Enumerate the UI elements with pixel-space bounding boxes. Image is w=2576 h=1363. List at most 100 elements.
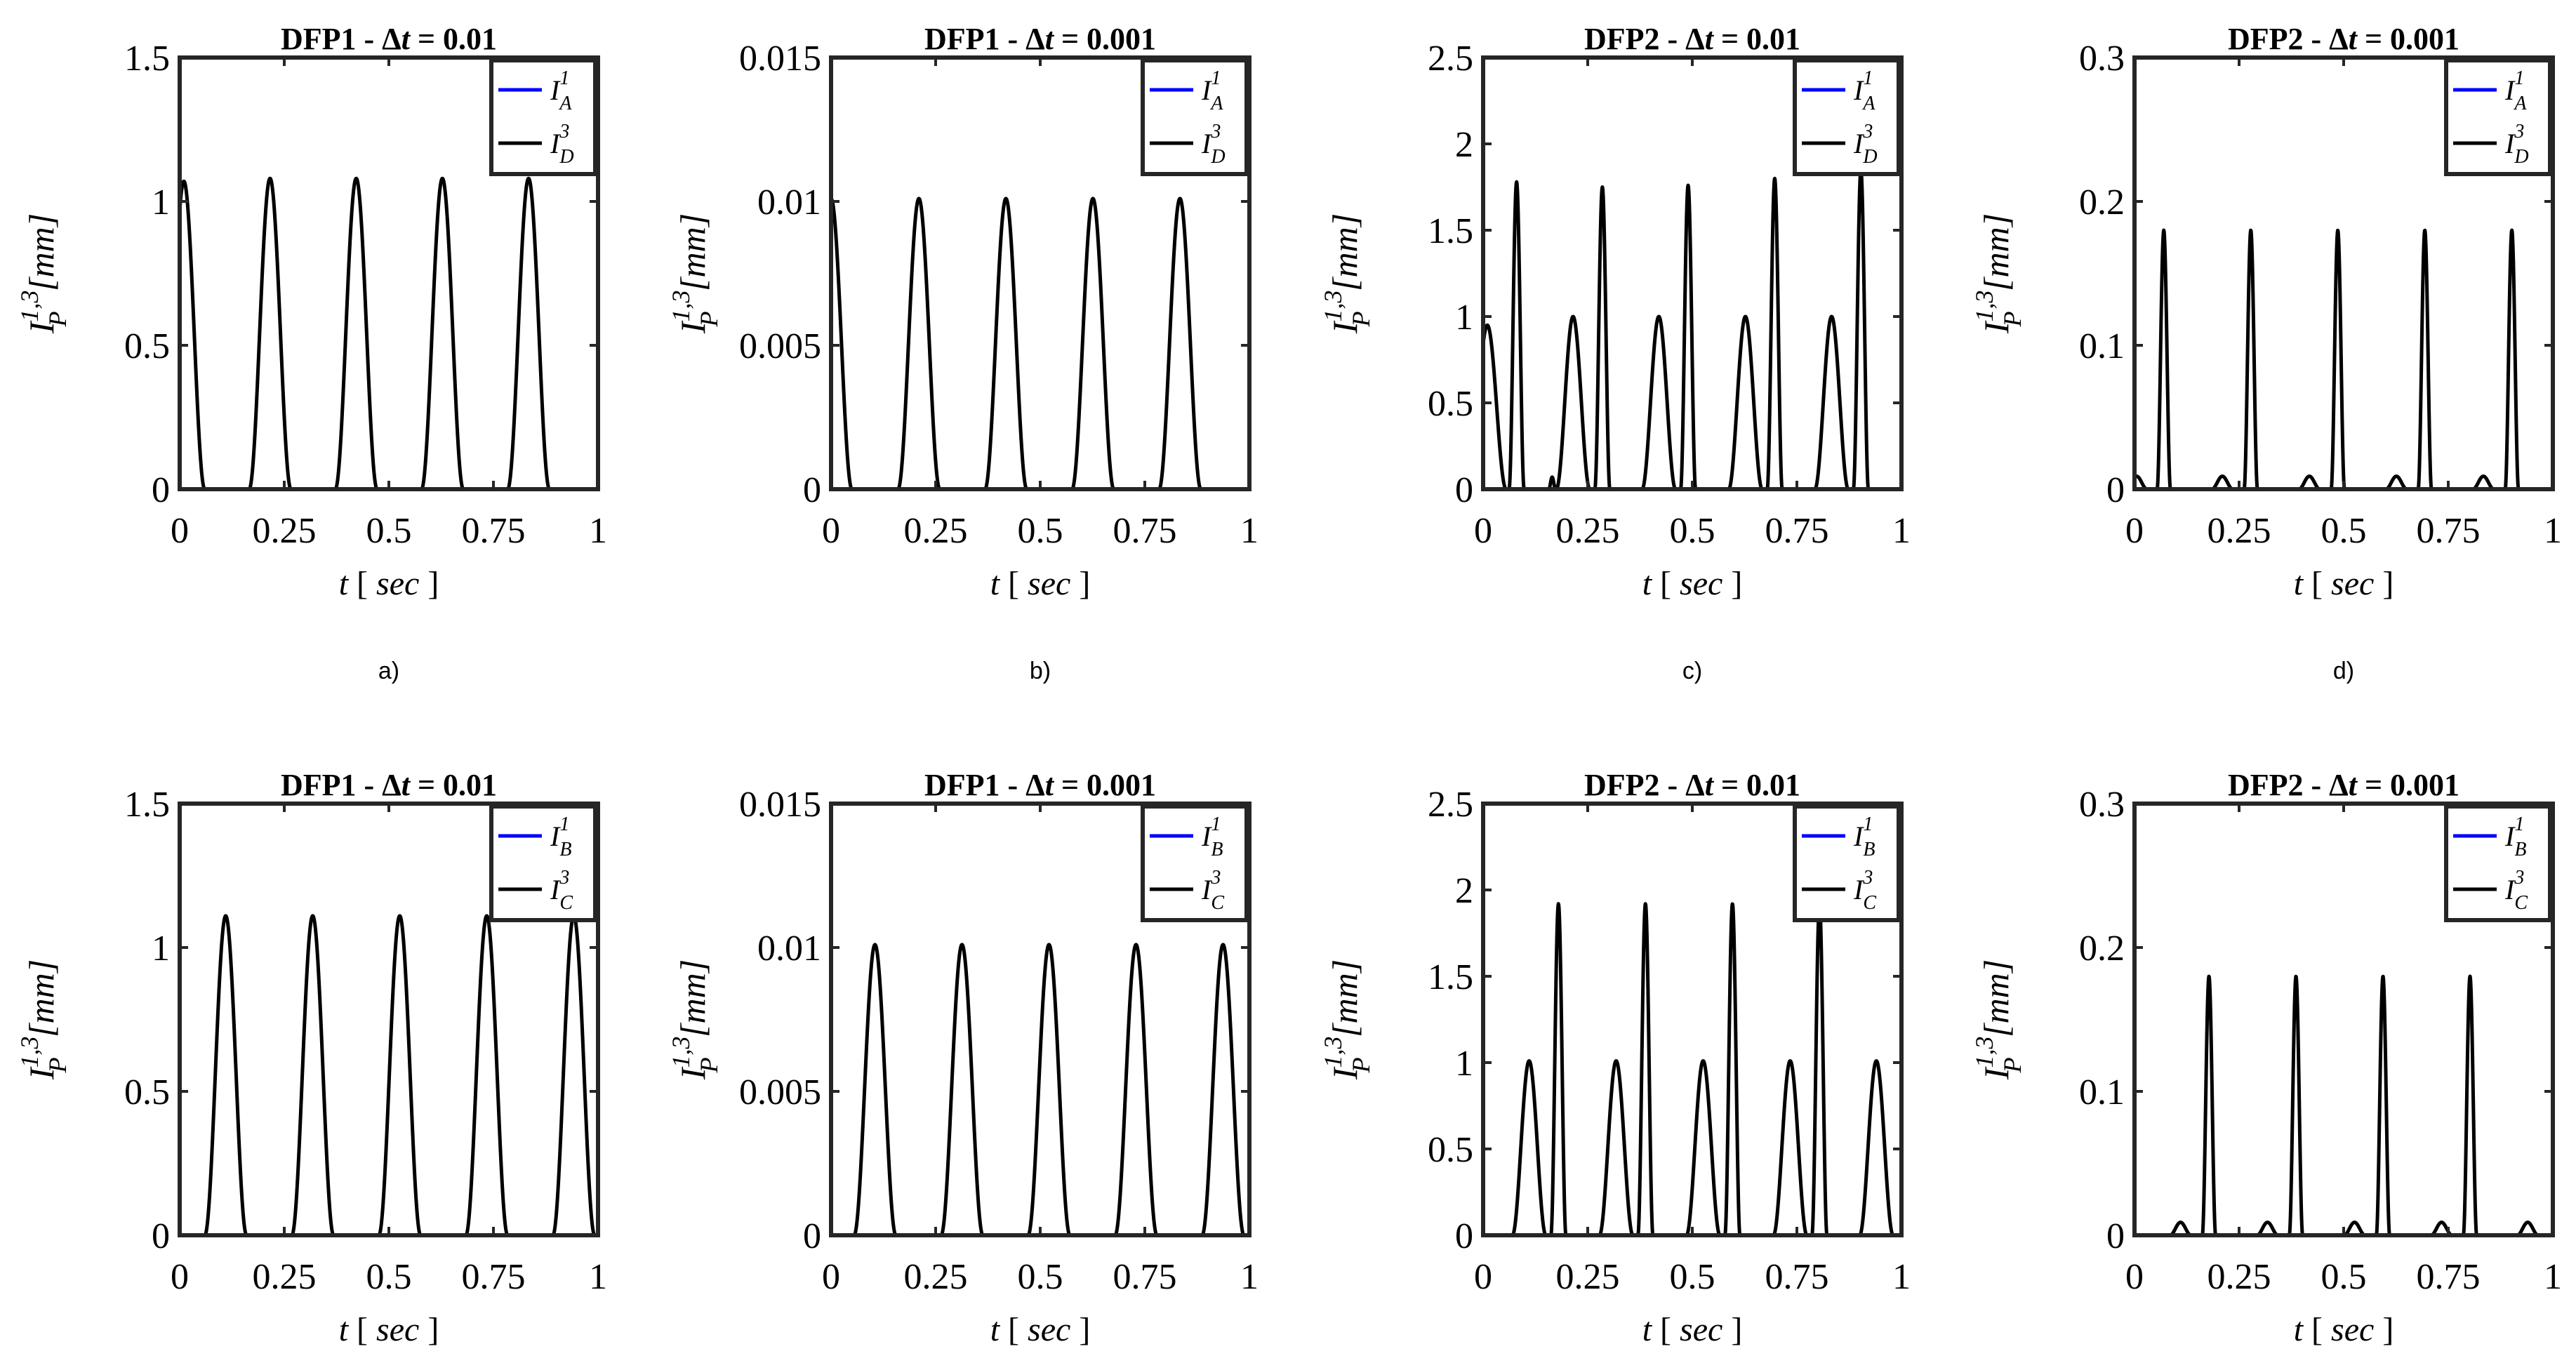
series-line-2 bbox=[180, 176, 598, 489]
legend: I1 BI3 C bbox=[489, 804, 597, 922]
y-tick-label: 1.5 bbox=[124, 39, 170, 79]
y-tick-label: 0.015 bbox=[739, 39, 821, 79]
legend-box bbox=[1141, 804, 1249, 922]
x-tick-label: 1 bbox=[589, 1257, 607, 1297]
y-tick-label: 1.5 bbox=[1428, 211, 1473, 251]
x-axis-label: t [ sec ] bbox=[990, 1311, 1091, 1348]
x-tick-label: 0.75 bbox=[1113, 511, 1177, 551]
y-tick-label: 0.1 bbox=[2079, 1072, 2125, 1112]
x-axis-label: t [ sec ] bbox=[2294, 1311, 2394, 1348]
x-tick-label: 0 bbox=[171, 511, 189, 551]
x-tick-label: 0.75 bbox=[2417, 511, 2481, 551]
x-axis-label: t [ sec ] bbox=[339, 565, 439, 602]
x-tick-label: 0 bbox=[822, 1257, 840, 1297]
x-tick-label: 0.25 bbox=[253, 1257, 317, 1297]
x-tick-label: 0.5 bbox=[1018, 511, 1063, 551]
subplot-1: 0 0.25 0.5 0.75 1 0 0.5 1 1.5 DFP1 - Δt = 0.01 t [… bbox=[15, 22, 607, 684]
legend-box bbox=[2444, 58, 2552, 176]
chart-title: DFP2 - Δt = 0.01 bbox=[1584, 22, 1800, 56]
x-tick-label: 0.75 bbox=[2417, 1257, 2481, 1297]
y-tick-label: 0.5 bbox=[124, 326, 170, 366]
legend-box bbox=[1793, 58, 1901, 176]
y-tick-label: 0.5 bbox=[1428, 384, 1473, 424]
subplot-6: 0 0.25 0.5 0.75 1 0 0.005 0.01 0.015 DFP1 - Δt = … bbox=[667, 768, 1259, 1348]
y-tick-label: 0.1 bbox=[2079, 326, 2125, 366]
series-line-2 bbox=[2135, 228, 2553, 489]
y-tick-label: 1 bbox=[1455, 298, 1473, 338]
x-tick-label: 0.5 bbox=[1018, 1257, 1063, 1297]
chart-title: DFP1 - Δt = 0.01 bbox=[281, 768, 497, 802]
legend-box bbox=[1141, 58, 1249, 176]
y-axis-label: I1,3P [mm] bbox=[15, 959, 72, 1080]
series-line-2 bbox=[2135, 974, 2553, 1235]
legend-label: I3 D bbox=[2504, 121, 2529, 168]
legend-box bbox=[489, 58, 597, 176]
y-axis-label: I1,3P [mm] bbox=[1319, 213, 1375, 334]
series-line-2 bbox=[831, 943, 1249, 1235]
x-tick-label: 0.5 bbox=[366, 1257, 412, 1297]
legend-label: I3 C bbox=[1201, 867, 1224, 914]
y-axis-label: I1,3P [mm] bbox=[15, 213, 72, 334]
x-tick-label: 0.25 bbox=[2207, 1257, 2271, 1297]
panel-label: a) bbox=[378, 658, 399, 684]
legend-box bbox=[1793, 804, 1901, 922]
x-tick-label: 1 bbox=[2544, 511, 2562, 551]
x-tick-label: 0.25 bbox=[904, 511, 968, 551]
legend: I1 BI3 C bbox=[2444, 804, 2552, 922]
chart-title: DFP1 - Δt = 0.01 bbox=[281, 22, 497, 56]
x-axis-label: t [ sec ] bbox=[339, 1311, 439, 1348]
legend-label: I3 D bbox=[550, 121, 574, 168]
legend: I1 AI3 D bbox=[1141, 58, 1249, 176]
x-tick-label: 0.25 bbox=[253, 511, 317, 551]
y-tick-label: 0.01 bbox=[757, 182, 821, 222]
y-tick-label: 0.5 bbox=[124, 1072, 170, 1112]
x-tick-label: 0.25 bbox=[904, 1257, 968, 1297]
legend-label: I1 A bbox=[550, 67, 572, 114]
y-axis-label: I1,3P [mm] bbox=[1319, 959, 1375, 1080]
x-tick-label: 0.5 bbox=[1670, 1257, 1715, 1297]
x-tick-label: 1 bbox=[1240, 1257, 1259, 1297]
y-tick-label: 0.3 bbox=[2079, 785, 2125, 825]
subplot-7: 0 0.25 0.5 0.75 1 0 0.5 1 1.5 2 2.5 DFP2 - Δt = 0.0… bbox=[1319, 768, 1911, 1348]
subplot-5: 0 0.25 0.5 0.75 1 0 0.5 1 1.5 DFP1 - Δt = 0.01 t [… bbox=[15, 768, 607, 1348]
y-tick-label: 0.5 bbox=[1428, 1130, 1473, 1170]
legend-label: I1 B bbox=[1201, 813, 1223, 860]
legend-label: I1 B bbox=[1853, 813, 1875, 860]
chart-title: DFP2 - Δt = 0.01 bbox=[1584, 768, 1800, 802]
y-tick-label: 0.005 bbox=[739, 1072, 821, 1112]
x-tick-label: 1 bbox=[2544, 1257, 2562, 1297]
y-axis-label: I1,3P [mm] bbox=[667, 959, 723, 1080]
subplot-4: 0 0.25 0.5 0.75 1 0 0.1 0.2 0.3 DFP2 - Δt = 0.001… bbox=[1970, 22, 2562, 684]
y-tick-label: 1 bbox=[1455, 1044, 1473, 1084]
x-tick-label: 0 bbox=[2125, 511, 2144, 551]
legend: I1 AI3 D bbox=[1793, 58, 1901, 176]
x-tick-label: 0.25 bbox=[2207, 511, 2271, 551]
y-tick-label: 0.2 bbox=[2079, 929, 2125, 969]
y-tick-label: 0 bbox=[2106, 1216, 2125, 1256]
x-tick-label: 0.25 bbox=[1556, 511, 1620, 551]
y-tick-label: 0 bbox=[803, 470, 821, 510]
legend-label: I1 A bbox=[2504, 67, 2527, 114]
y-tick-label: 1.5 bbox=[124, 785, 170, 825]
legend: I1 AI3 D bbox=[2444, 58, 2552, 176]
x-tick-label: 0.75 bbox=[1765, 511, 1829, 551]
legend-label: I1 A bbox=[1853, 67, 1875, 114]
y-tick-label: 2 bbox=[1455, 125, 1473, 165]
y-tick-label: 0 bbox=[152, 1216, 170, 1256]
x-tick-label: 0 bbox=[1474, 511, 1492, 551]
x-tick-label: 1 bbox=[1892, 1257, 1911, 1297]
y-tick-label: 0.2 bbox=[2079, 182, 2125, 222]
legend-label: I3 D bbox=[1853, 121, 1878, 168]
x-tick-label: 0.25 bbox=[1556, 1257, 1620, 1297]
legend: I1 AI3 D bbox=[489, 58, 597, 176]
y-tick-label: 1 bbox=[152, 929, 170, 969]
y-tick-label: 1 bbox=[152, 182, 170, 222]
legend-label: I3 C bbox=[550, 867, 573, 914]
x-tick-label: 0.75 bbox=[1113, 1257, 1177, 1297]
legend-label: I3 C bbox=[2504, 867, 2528, 914]
y-tick-label: 2.5 bbox=[1428, 785, 1473, 825]
chart-title: DFP2 - Δt = 0.001 bbox=[2228, 768, 2459, 802]
series-line-2 bbox=[831, 197, 1249, 489]
legend: I1 BI3 C bbox=[1793, 804, 1901, 922]
